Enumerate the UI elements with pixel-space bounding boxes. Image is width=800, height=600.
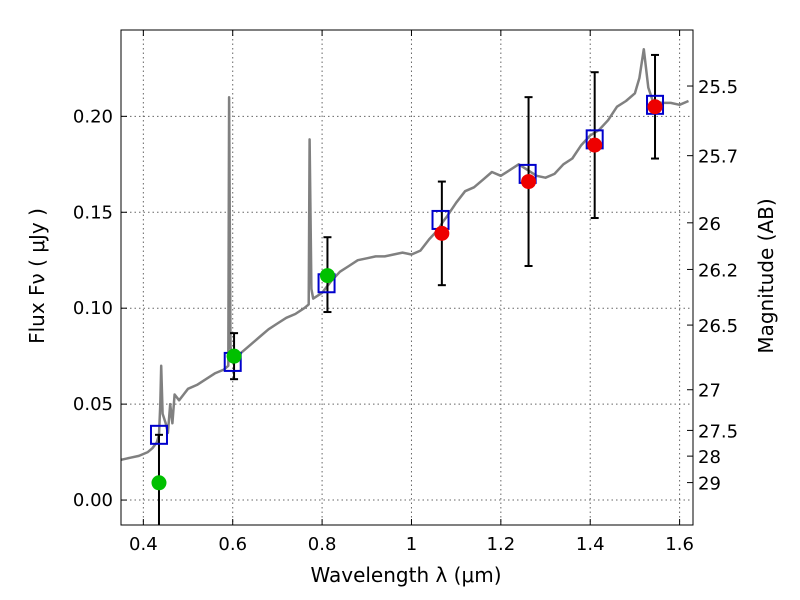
y2-tick-label: 29 (698, 474, 721, 495)
y-tick-label: 0.05 (73, 394, 113, 415)
y2-tick-label: 25.5 (698, 77, 738, 98)
y2-tick-label: 26.5 (698, 316, 738, 337)
model-photometry-square (149, 424, 168, 445)
y-tick-label: 0.15 (73, 202, 113, 223)
y-tick-label: 0.20 (73, 106, 113, 127)
points-layer (149, 94, 665, 491)
observed-point-red (587, 137, 603, 153)
x-tick-label: 1.2 (487, 534, 516, 555)
y2-tick-label: 26.2 (698, 260, 738, 281)
y2-tick-label: 25.7 (698, 147, 738, 168)
spectrum-layer (120, 47, 689, 462)
x-tick-label: 1.4 (576, 534, 605, 555)
x-tick-label: 0.6 (218, 534, 247, 555)
tick-layer: 0.4 0.6 0.8 1 1.2 1.4 1.6 0.00 0.05 0.10 0.15 0.20 2… (73, 30, 738, 555)
observed-point-red (647, 99, 663, 115)
x-tick-label: 1.6 (665, 534, 694, 555)
y-tick-label: 0.00 (73, 490, 113, 511)
y2-tick-label: 28 (698, 447, 721, 468)
model-spectrum-line (120, 47, 689, 462)
observed-point-green (319, 268, 335, 284)
y-tick-label: 0.10 (73, 298, 113, 319)
x-tick-label: 0.4 (129, 534, 158, 555)
y2-tick-label: 27 (698, 381, 721, 402)
y2-tick-label: 26 (698, 214, 721, 235)
x-axis-title: Wavelength λ (μm) (310, 563, 501, 587)
plot-frame (120, 29, 694, 526)
y2-tick-label: 27.5 (698, 421, 738, 442)
observed-point-green (151, 475, 167, 491)
x-tick-label: 1 (406, 534, 417, 555)
observed-point-green (226, 348, 242, 364)
y2-axis-title: Magnitude (AB) (754, 198, 778, 353)
y-axis-title: Flux Fν ( μJy ) (25, 208, 49, 344)
x-tick-label: 0.8 (308, 534, 337, 555)
axis-labels: Wavelength λ (μm) Flux Fν ( μJy ) Magnit… (25, 198, 778, 587)
observed-point-red (521, 174, 537, 190)
grid-layer (121, 30, 693, 525)
observed-point-red (434, 225, 450, 241)
